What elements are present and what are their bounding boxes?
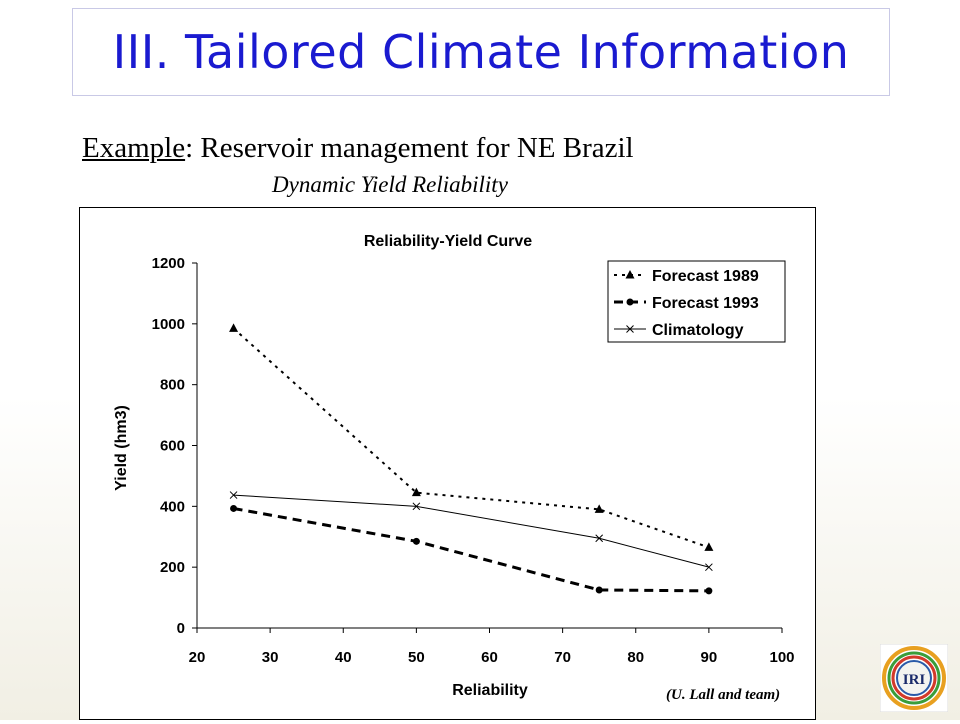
circle-marker — [626, 298, 634, 306]
chart-legend: Forecast 1989 Forecast 1993 Climatology — [607, 260, 786, 343]
credit-text: (U. Lall and team) — [666, 687, 781, 703]
y-tick-label: 0 — [177, 620, 185, 637]
series-2 — [229, 491, 713, 572]
legend-label: Forecast 1989 — [652, 268, 759, 285]
x-tick-label: 70 — [554, 649, 571, 666]
x-axis-label: Reliability — [452, 682, 528, 699]
x-marker — [229, 491, 238, 499]
series-line — [233, 506, 709, 593]
triangle-marker — [229, 323, 239, 332]
triangle-marker — [411, 487, 421, 497]
x-marker — [595, 534, 604, 543]
x-marker-stroke — [595, 534, 604, 543]
x-tick-label: 90 — [701, 649, 718, 666]
circle-marker — [230, 504, 238, 512]
series-line — [232, 327, 710, 549]
circle-marker — [595, 586, 603, 594]
example-text: : Reservoir management for NE Brazil — [185, 132, 634, 164]
y-tick-label: 1200 — [152, 255, 185, 272]
circle-marker — [705, 587, 713, 595]
x-marker-stroke — [412, 502, 421, 511]
series-1 — [230, 504, 713, 595]
triangle-marker — [594, 504, 604, 513]
series-0 — [229, 323, 714, 551]
y-tick-label: 800 — [160, 377, 185, 394]
slide-title: III. Tailored Climate Information — [112, 25, 850, 79]
x-tick-label: 100 — [769, 649, 794, 666]
y-tick-label: 600 — [160, 438, 185, 455]
chart-axes: 0 200 400 600 800 1000 1200 20 30 40 50 60 70 80 90 100 — [152, 255, 795, 666]
x-marker — [705, 563, 713, 572]
x-tick-label: 20 — [189, 649, 206, 666]
series-line — [233, 494, 710, 568]
legend-label: Climatology — [652, 322, 744, 339]
y-axis-label: Yield (hm3) — [113, 405, 130, 491]
triangle-marker — [625, 270, 635, 279]
x-tick-label: 40 — [335, 649, 352, 666]
y-tick-label: 200 — [160, 559, 185, 576]
x-tick-label: 30 — [262, 649, 279, 666]
chart-series — [229, 323, 714, 595]
chart-frame: Reliability-Yield Curve Yield (hm3) Reli… — [79, 207, 816, 720]
x-marker — [412, 502, 421, 511]
circle-marker — [412, 537, 420, 545]
x-marker-stroke — [705, 563, 713, 572]
x-marker — [626, 325, 634, 333]
legend-label: Forecast 1993 — [652, 295, 759, 312]
y-tick-label: 400 — [160, 498, 185, 515]
x-marker-stroke — [229, 491, 238, 499]
example-label: Example — [82, 132, 186, 164]
y-tick-label: 1000 — [152, 316, 185, 333]
title-box: III. Tailored Climate Information — [72, 8, 890, 96]
x-tick-label: 80 — [627, 649, 644, 666]
slide-subtitle: Dynamic Yield Reliability — [272, 172, 508, 197]
example-line: Example: Reservoir management for NE Bra… — [82, 132, 634, 165]
iri-logo: IRI — [880, 644, 948, 712]
reliability-yield-chart: Reliability-Yield Curve Yield (hm3) Reli… — [113, 233, 795, 699]
x-marker-stroke — [626, 325, 634, 333]
x-tick-label: 50 — [408, 649, 425, 666]
triangle-marker — [704, 542, 714, 551]
x-tick-label: 60 — [481, 649, 498, 666]
chart-title: Reliability-Yield Curve — [364, 233, 532, 250]
logo-text: IRI — [903, 672, 926, 688]
